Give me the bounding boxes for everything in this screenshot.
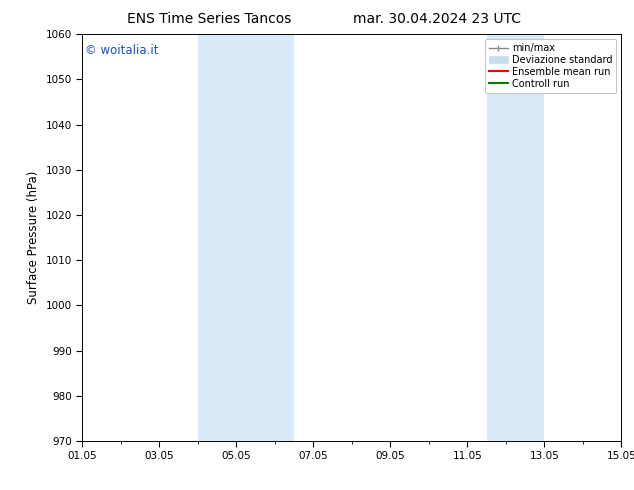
Bar bbox=[198, 34, 294, 441]
Y-axis label: Surface Pressure (hPa): Surface Pressure (hPa) bbox=[27, 171, 40, 304]
Text: mar. 30.04.2024 23 UTC: mar. 30.04.2024 23 UTC bbox=[354, 12, 521, 26]
Text: © woitalia.it: © woitalia.it bbox=[85, 45, 158, 57]
Legend: min/max, Deviazione standard, Ensemble mean run, Controll run: min/max, Deviazione standard, Ensemble m… bbox=[485, 39, 616, 93]
Text: ENS Time Series Tancos: ENS Time Series Tancos bbox=[127, 12, 292, 26]
Bar bbox=[487, 34, 545, 441]
